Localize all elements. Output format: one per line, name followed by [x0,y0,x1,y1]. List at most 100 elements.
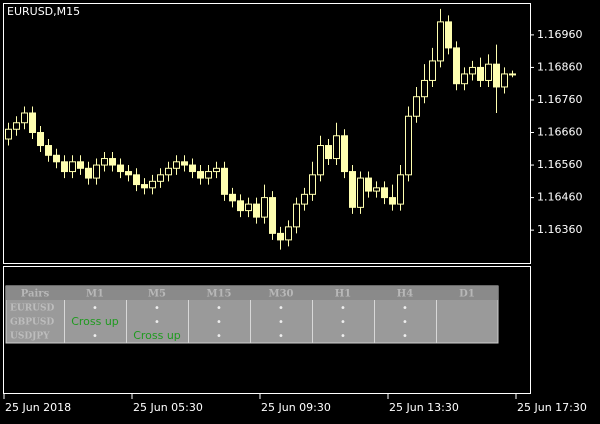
table-cell: • [278,303,284,314]
candle-body [413,96,420,117]
table-cell: • [216,303,222,314]
table-header: M30 [269,289,294,300]
candle-body [269,197,276,234]
table-cell: • [92,331,98,342]
candle-body [141,184,148,189]
candle-body [373,187,380,192]
candle-body [133,174,140,186]
table-cell: • [154,317,160,328]
row-label: EURUSD [10,304,55,314]
table-cell: Cross up [71,315,119,328]
y-tick-label: 1.16560 [537,158,583,171]
candle-body [173,161,180,169]
candle-body [37,132,44,147]
candle-body [205,171,212,179]
table-header: H4 [397,289,413,300]
candle-body [485,63,492,81]
candle-body [357,177,364,208]
candle-body [109,158,116,166]
candle-body [405,115,412,176]
candle-body [325,145,332,160]
x-tick-label: 25 Jun 09:30 [261,401,331,414]
candle-body [461,73,468,85]
x-tick-label: 25 Jun 05:30 [133,401,203,414]
table-cell: • [216,317,222,328]
table-header: D1 [459,289,475,300]
candle-body [389,197,396,205]
candle-body [285,226,292,241]
candle-body [101,158,108,166]
candle-body [189,164,196,173]
table-cell: • [278,317,284,328]
candle-body [77,161,84,169]
y-tick-label: 1.16860 [537,60,583,73]
candle-body [157,174,164,182]
table-cell: • [278,331,284,342]
table-cell: • [92,303,98,314]
table-cell: • [154,303,160,314]
table-cell: • [402,303,408,314]
y-tick-label: 1.16460 [537,191,583,204]
candle-body [229,193,236,202]
table-header-bg [6,286,498,300]
candle-body [197,171,204,179]
y-tick-label: 1.16760 [537,93,583,106]
candle-body [45,145,52,156]
table-header: M5 [148,289,166,300]
candle-body [477,66,484,81]
candle-body [149,180,156,189]
x-tick-label: 25 Jun 2018 [5,401,71,414]
candle-body [165,167,172,176]
y-tick-label: 1.16360 [537,223,583,236]
candle-body [341,135,348,173]
row-label: GBPUSD [10,318,54,328]
candle-body [181,161,188,166]
candle-body [53,154,60,163]
indicator-frame [3,266,531,394]
candle-body [301,193,308,205]
candle-body [493,63,500,88]
candle-body [29,112,36,134]
candle-body [381,187,388,199]
candle-body [21,112,28,124]
table-cell: • [402,331,408,342]
candle-body [429,60,436,81]
candle-body [221,167,228,195]
candle-body [213,167,220,173]
x-tick-label: 25 Jun 17:30 [517,401,587,414]
candle-body [453,47,460,85]
candle-body [469,66,476,75]
candle-body [309,174,316,195]
table-header: M15 [207,289,232,300]
candle-body [69,161,76,173]
candle-body [421,79,428,98]
table-header: M1 [86,289,104,300]
candle-body [237,200,244,212]
candle-body [93,164,100,179]
candle-body [261,197,268,218]
candle-body [245,203,252,212]
candle-body [117,164,124,173]
table-cell: • [340,331,346,342]
table-cell: • [402,317,408,328]
table-cell: Cross up [133,329,181,342]
y-tick-label: 1.16960 [537,28,583,41]
row-label: USDJPY [10,332,50,342]
table-cell: • [340,317,346,328]
candle-body [253,203,260,218]
candle-body [365,177,372,192]
table-header: H1 [335,289,351,300]
x-tick-label: 25 Jun 13:30 [389,401,459,414]
candle-body [13,122,20,130]
candle-body [445,21,452,49]
candle-body [349,171,356,208]
candle-body [85,167,92,179]
candle-body [61,161,68,173]
candle-body [333,135,340,160]
table-cell: • [216,331,222,342]
table-header: Pairs [21,289,50,300]
candle-body [437,21,444,62]
y-tick-label: 1.16660 [537,126,583,139]
candle-body [397,174,404,205]
